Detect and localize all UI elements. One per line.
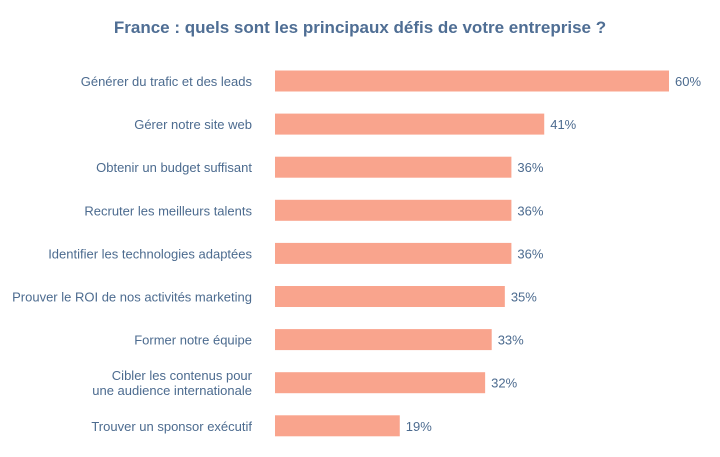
category-label-line: Gérer notre site web: [134, 117, 252, 132]
data-label: 36%: [517, 203, 543, 218]
category-label: Cibler les contenus pour une audience int…: [92, 368, 252, 398]
category-label: Recruter les meilleurs talents: [84, 203, 252, 218]
data-label: 35%: [511, 290, 537, 305]
bar: [275, 372, 486, 394]
data-label: 36%: [517, 160, 543, 175]
data-label: 32%: [491, 376, 517, 391]
category-label-line: Cibler les contenus pour: [112, 368, 253, 383]
data-label: 41%: [550, 117, 576, 132]
bar: [275, 286, 505, 307]
chart-title: France : quels sont les principaux défis…: [113, 18, 607, 37]
category-label: Obtenir un budget suffisant: [96, 160, 252, 175]
category-label-line: une audience internationale: [92, 383, 252, 398]
category-label: Former notre équipe: [134, 333, 252, 348]
data-label: 19%: [406, 419, 432, 434]
category-label: Prouver le ROI de nos activités marketin…: [12, 290, 252, 305]
bar: [275, 156, 512, 178]
bar: [275, 242, 512, 264]
category-label-line: Prouver le ROI de nos activités marketin…: [12, 290, 252, 305]
bar: [275, 70, 669, 92]
category-label-line: Trouver un sponsor exécutif: [91, 419, 252, 434]
category-label-line: Générer du trafic et des leads: [81, 74, 253, 89]
category-label: Trouver un sponsor exécutif: [91, 419, 252, 434]
category-label: Gérer notre site web: [134, 117, 252, 132]
bar: [275, 199, 512, 221]
bar: [275, 329, 492, 351]
data-label: 33%: [498, 333, 524, 348]
data-label: 60%: [675, 74, 701, 89]
category-label-line: Obtenir un budget suffisant: [96, 160, 252, 175]
category-label: Identifier les technologies adaptées: [48, 246, 252, 261]
data-label: 36%: [517, 246, 543, 261]
category-label: Générer du trafic et des leads: [81, 74, 253, 89]
category-label-line: Recruter les meilleurs talents: [84, 203, 252, 218]
bar: [275, 113, 545, 135]
category-label-line: Former notre équipe: [134, 333, 252, 348]
category-label-line: Identifier les technologies adaptées: [48, 246, 252, 261]
bar: [275, 415, 400, 437]
